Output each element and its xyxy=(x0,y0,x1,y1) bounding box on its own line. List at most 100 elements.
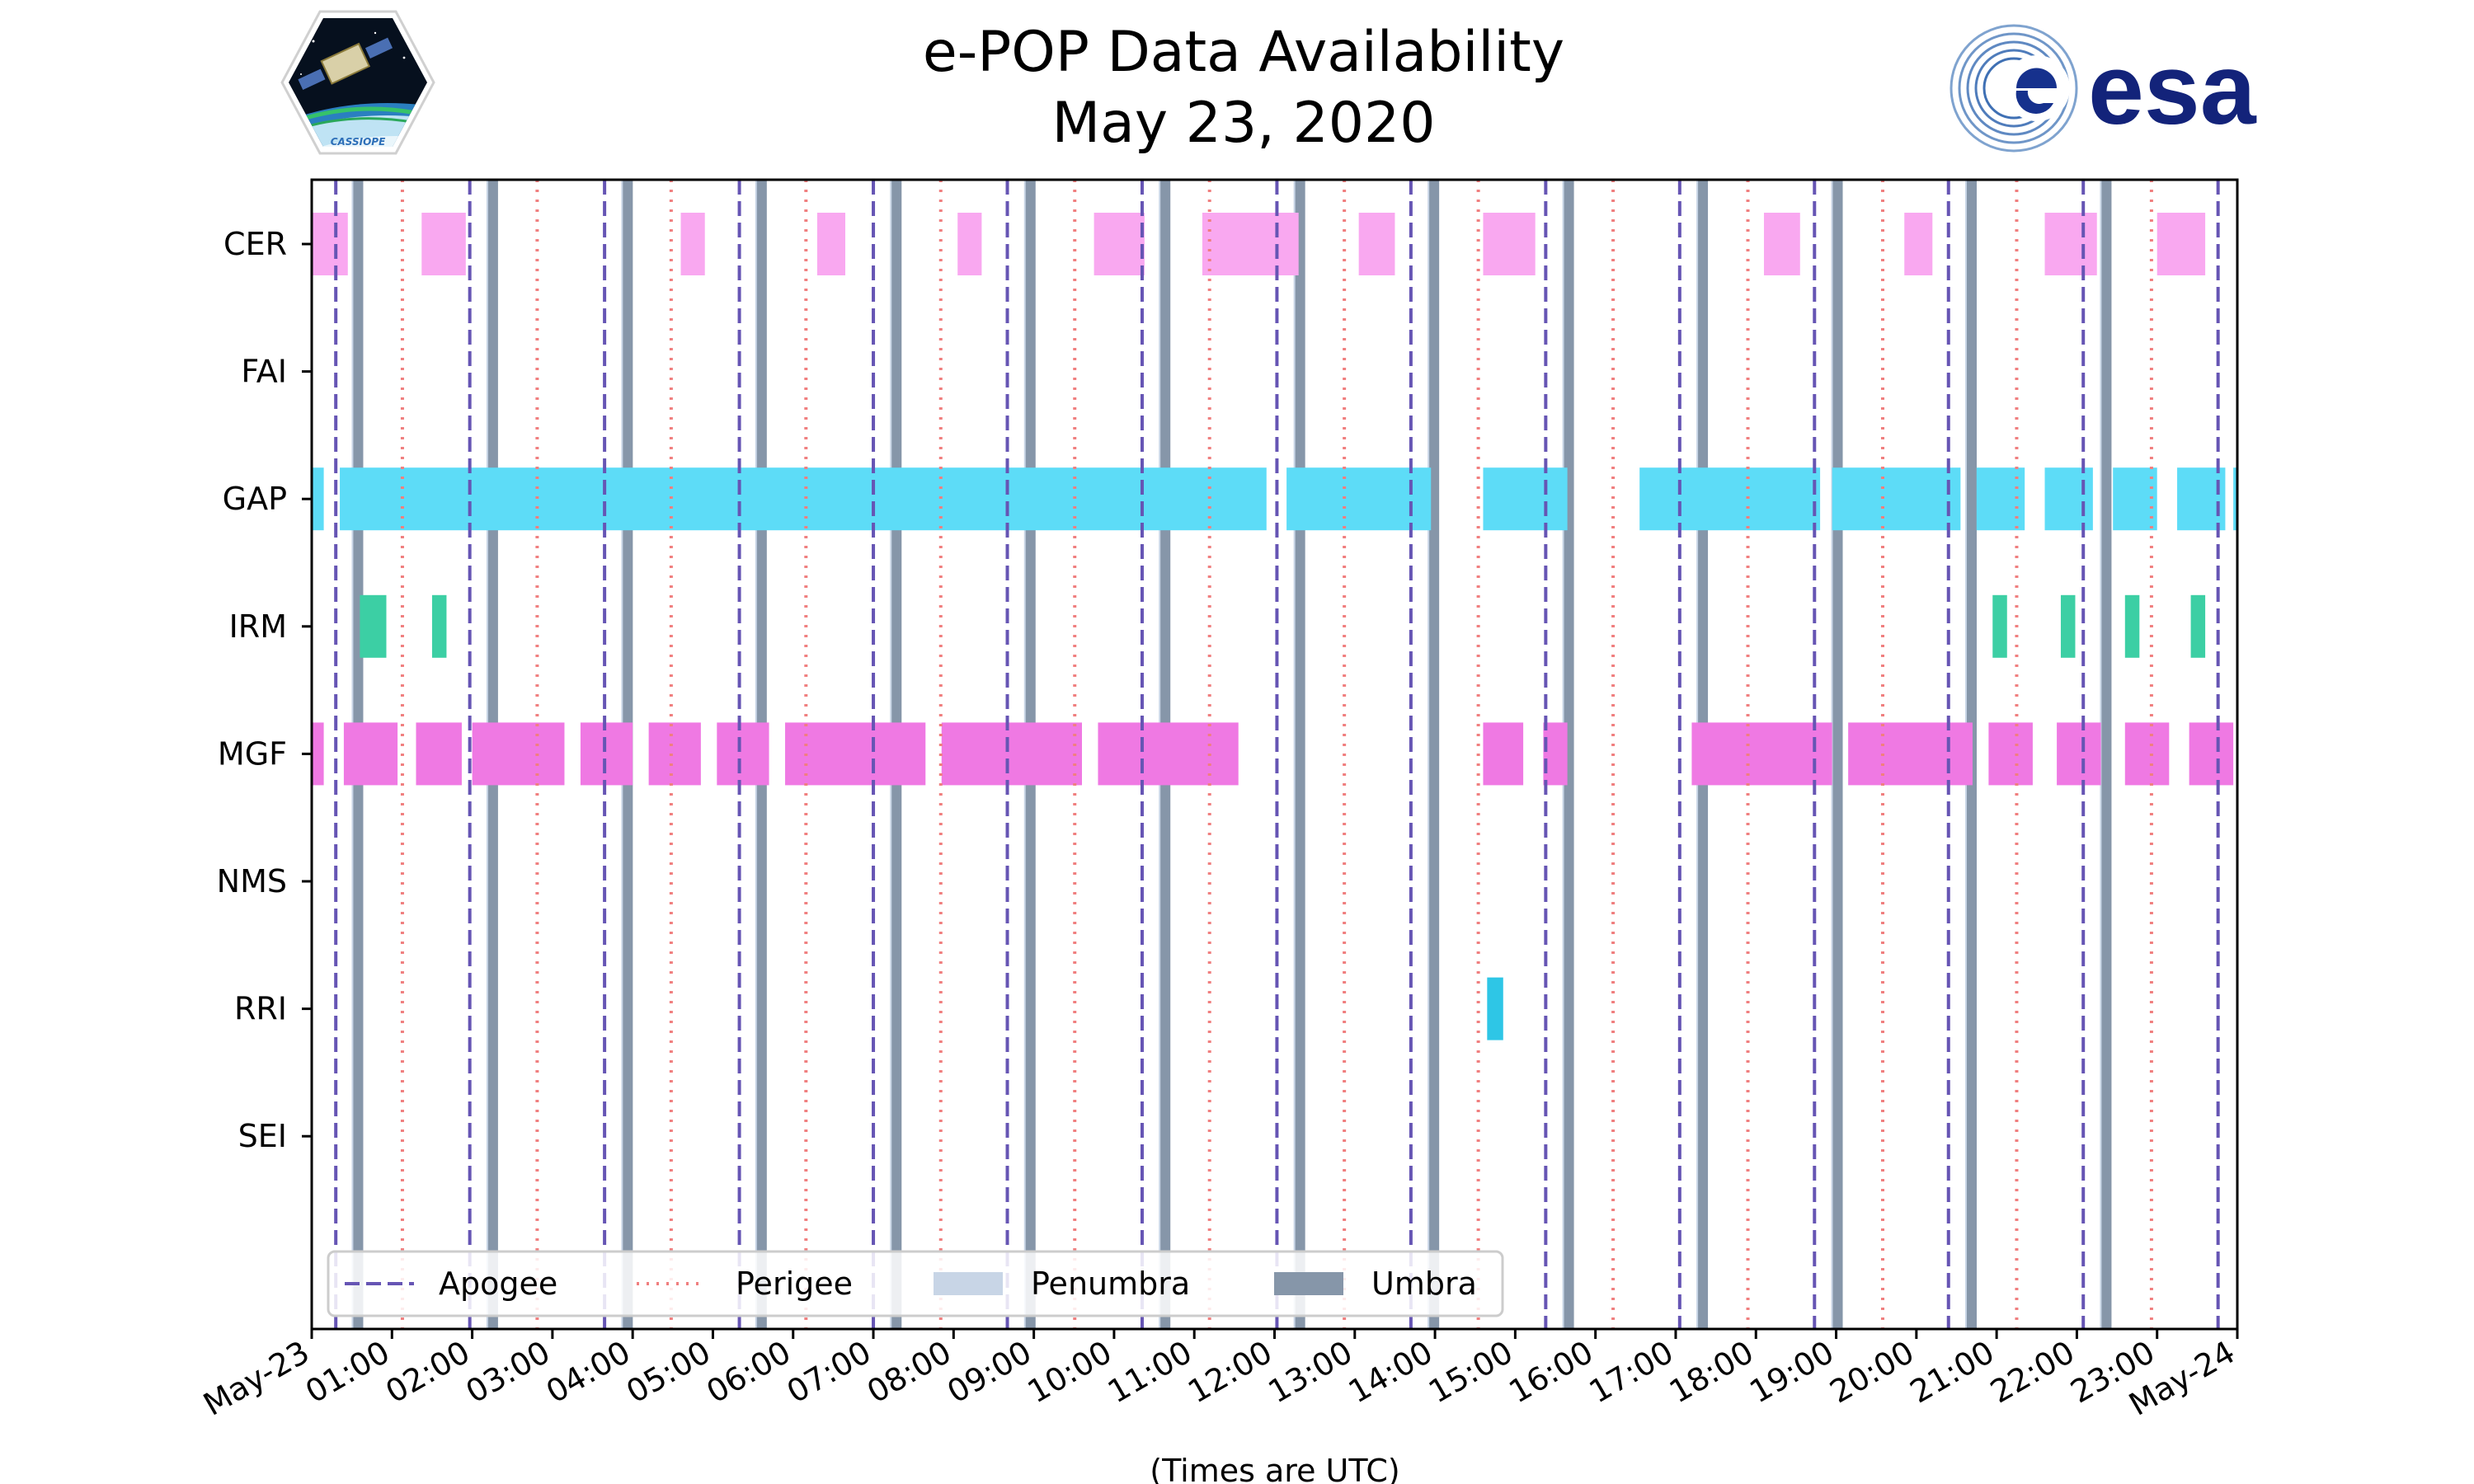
x-tick-label: 01:00 xyxy=(299,1334,396,1411)
x-tick-label: 19:00 xyxy=(1743,1334,1840,1411)
gap-data-bar xyxy=(1483,467,1568,531)
irm-data-bar xyxy=(2124,594,2140,658)
svg-text:CASSIOPE: CASSIOPE xyxy=(331,136,386,148)
gap-data-bar xyxy=(312,467,324,531)
mgf-data-bar xyxy=(1098,722,1239,786)
esa-swirl-icon xyxy=(1950,24,2078,153)
plot-area: CER FAI GAP IRM MGF NMS RRI SEI May-2301:0002:00… xyxy=(197,178,2241,1423)
mgf-data-bar xyxy=(1483,722,1524,786)
mgf-data-bar xyxy=(2124,722,2170,786)
mgf-data-bar xyxy=(1988,722,2033,786)
mgf-data-bar xyxy=(580,722,633,786)
gap-data-bar xyxy=(2177,467,2226,531)
mgf-data-bar xyxy=(1543,722,1568,786)
irm-data-bar xyxy=(2190,594,2206,658)
x-tick-label: 04:00 xyxy=(540,1334,637,1411)
legend-swatch-umbra xyxy=(1274,1272,1343,1295)
x-tick-label: 16:00 xyxy=(1503,1334,1599,1411)
y-tick-label-cer: CER xyxy=(223,226,287,262)
cer-data-bar xyxy=(1483,213,1536,275)
cer-data-bar xyxy=(2157,213,2206,275)
mgf-data-bar xyxy=(2189,722,2234,786)
gap-data-bar xyxy=(2113,467,2157,531)
irm-data-bar xyxy=(1992,594,2007,658)
cer-data-bar xyxy=(1202,213,1299,275)
mgf-data-bar xyxy=(1691,722,1832,786)
legend-label-perigee: Perigee xyxy=(736,1266,853,1302)
x-tick-label: 15:00 xyxy=(1423,1334,1519,1411)
x-tick-label: 14:00 xyxy=(1343,1334,1439,1411)
cer-data-bar xyxy=(680,213,705,275)
gap-data-bar xyxy=(1832,467,1961,531)
x-tick-label: 09:00 xyxy=(941,1334,1037,1411)
umbra-band xyxy=(1832,180,1843,1329)
x-tick-label: 11:00 xyxy=(1102,1334,1198,1411)
x-tick-label: 12:00 xyxy=(1182,1334,1278,1411)
legend-swatch-penumbra xyxy=(934,1272,1003,1295)
cer-data-bar xyxy=(421,213,466,275)
umbra-band xyxy=(2101,180,2112,1329)
x-tick-label: May-23 xyxy=(197,1334,315,1423)
chart-title-line-1: e-POP Data Availability xyxy=(923,20,1564,85)
x-tick-label: 18:00 xyxy=(1663,1334,1760,1411)
cer-data-bar xyxy=(1904,213,1933,275)
mgf-data-bar xyxy=(717,722,769,786)
legend-label-penumbra: Penumbra xyxy=(1031,1266,1190,1302)
cer-data-bar xyxy=(816,213,845,275)
irm-data-bar xyxy=(2060,594,2076,658)
x-tick-label: 03:00 xyxy=(460,1334,557,1411)
umbra-band xyxy=(1429,180,1440,1329)
esa-logo: esa xyxy=(1950,24,2257,153)
cer-data-bar xyxy=(2044,213,2097,275)
mgf-data-bar xyxy=(2057,722,2101,786)
x-tick-label: 08:00 xyxy=(861,1334,957,1411)
x-tick-label: 07:00 xyxy=(781,1334,877,1411)
legend-label-umbra: Umbra xyxy=(1371,1266,1477,1302)
y-tick-label-fai: FAI xyxy=(241,354,287,390)
y-tick-label-sei: SEI xyxy=(238,1118,287,1154)
cer-data-bar xyxy=(312,213,348,275)
mgf-data-bar xyxy=(343,722,398,786)
gap-data-bar xyxy=(1286,467,1432,531)
cer-data-bar xyxy=(1094,213,1145,275)
mgf-data-bar xyxy=(472,722,565,786)
cer-data-bar xyxy=(1763,213,1800,275)
gap-data-bar xyxy=(1639,467,1821,531)
x-tick-label: 02:00 xyxy=(379,1334,476,1411)
legend-label-apogee: Apogee xyxy=(439,1266,557,1302)
x-tick-label: 06:00 xyxy=(700,1334,797,1411)
x-tick-label: 10:00 xyxy=(1022,1334,1118,1411)
x-tick-label: 05:00 xyxy=(620,1334,717,1411)
rri-data-bar xyxy=(1487,977,1503,1040)
irm-data-bar xyxy=(431,594,447,658)
mgf-data-bar xyxy=(941,722,1082,786)
esa-wordmark: esa xyxy=(2088,33,2257,145)
y-tick-label-rri: RRI xyxy=(234,991,287,1027)
x-tick-label: 20:00 xyxy=(1823,1334,1920,1411)
x-tick-label: 13:00 xyxy=(1262,1334,1358,1411)
mgf-data-bar xyxy=(648,722,701,786)
y-tick-label-mgf: MGF xyxy=(218,735,287,772)
legend-box xyxy=(327,1250,1504,1317)
irm-data-bar xyxy=(360,594,387,658)
mgf-data-bar xyxy=(785,722,926,786)
y-tick-label-nms: NMS xyxy=(217,863,287,899)
x-axis-label: (Times are UTC) xyxy=(1150,1453,1399,1484)
y-tick-label-gap: GAP xyxy=(223,481,287,517)
x-tick-label: 22:00 xyxy=(1984,1334,2081,1411)
gap-data-bar xyxy=(2044,467,2093,531)
x-tick-label: 17:00 xyxy=(1583,1334,1680,1411)
mgf-data-bar xyxy=(416,722,462,786)
mgf-data-bar xyxy=(312,722,324,786)
cer-data-bar xyxy=(957,213,982,275)
y-tick-label-irm: IRM xyxy=(229,608,287,645)
gap-data-bar xyxy=(340,467,1267,531)
umbra-band xyxy=(1295,180,1305,1329)
gap-data-bar xyxy=(2233,467,2237,531)
mgf-data-bar xyxy=(1848,722,1973,786)
umbra-band xyxy=(1564,180,1574,1329)
chart-title-line-2: May 23, 2020 xyxy=(1051,91,1435,156)
x-tick-label: 21:00 xyxy=(1904,1334,2001,1411)
cer-data-bar xyxy=(1358,213,1395,275)
